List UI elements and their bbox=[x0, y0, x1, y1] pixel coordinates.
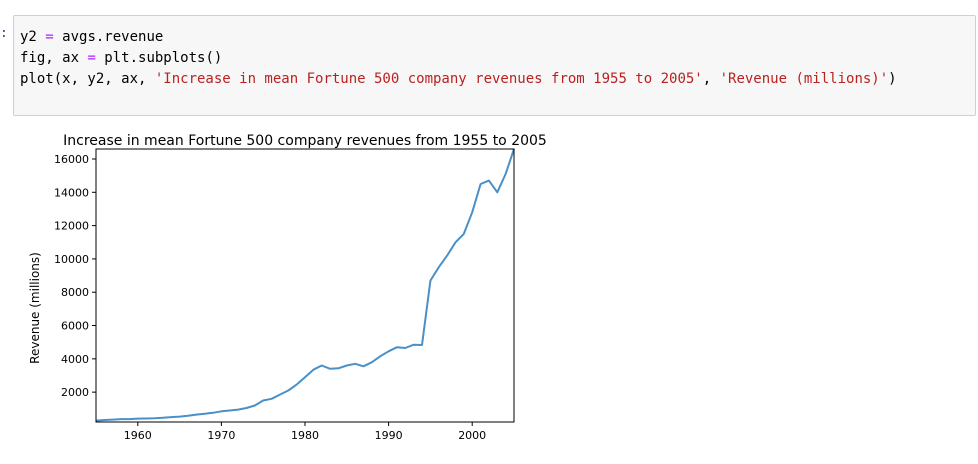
code-token: y2 bbox=[20, 29, 45, 45]
y-tick-label: 12000 bbox=[54, 220, 89, 233]
x-tick-label: 1980 bbox=[291, 429, 319, 442]
code-line: fig, ax = plt.subplots() bbox=[20, 48, 897, 69]
code-token: ) bbox=[888, 71, 896, 87]
series-line bbox=[96, 149, 514, 421]
line-chart: Increase in mean Fortune 500 company rev… bbox=[0, 120, 978, 460]
x-tick-label: 1960 bbox=[124, 429, 152, 442]
code-line: plot(x, y2, ax, 'Increase in mean Fortun… bbox=[20, 69, 897, 90]
x-tick-label: 1990 bbox=[375, 429, 403, 442]
y-tick-label: 10000 bbox=[54, 253, 89, 266]
code-token: plot(x, y2, ax, bbox=[20, 71, 155, 87]
x-tick-label: 1970 bbox=[207, 429, 235, 442]
input-prompt: : bbox=[0, 26, 8, 41]
chart-title: Increase in mean Fortune 500 company rev… bbox=[63, 133, 547, 149]
code-token: 'Increase in mean Fortune 500 company re… bbox=[155, 71, 703, 87]
code-token: avgs.revenue bbox=[54, 29, 164, 45]
y-tick-label: 2000 bbox=[61, 386, 89, 399]
y-tick-label: 6000 bbox=[61, 320, 89, 333]
y-tick-label: 8000 bbox=[61, 286, 89, 299]
code-line: y2 = avgs.revenue bbox=[20, 27, 897, 48]
x-tick-label: 2000 bbox=[458, 429, 486, 442]
y-tick-label: 16000 bbox=[54, 153, 89, 166]
cell-output: Increase in mean Fortune 500 company rev… bbox=[0, 120, 978, 460]
code-token: 'Revenue (millions)' bbox=[720, 71, 889, 87]
code-token: plt.subplots() bbox=[96, 50, 222, 66]
plot-frame bbox=[96, 149, 514, 422]
code-token: = bbox=[45, 29, 53, 45]
code-token: , bbox=[703, 71, 720, 87]
code-token: = bbox=[87, 50, 95, 66]
code-token: fig, ax bbox=[20, 50, 87, 66]
y-tick-label: 14000 bbox=[54, 186, 89, 199]
y-axis-label: Revenue (millions) bbox=[28, 252, 42, 364]
y-tick-label: 4000 bbox=[61, 353, 89, 366]
